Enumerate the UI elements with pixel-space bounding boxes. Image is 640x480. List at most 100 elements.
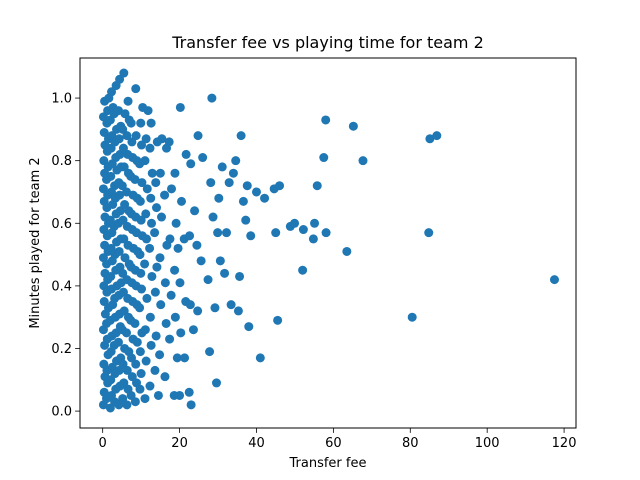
data-point-179 — [135, 384, 145, 394]
data-point-286 — [231, 156, 241, 166]
data-point-199 — [140, 259, 150, 269]
x-tick-label: 100 — [475, 436, 500, 451]
data-point-245 — [171, 218, 181, 228]
data-point-318 — [432, 131, 442, 141]
data-point-237 — [165, 334, 175, 344]
data-point-280 — [217, 162, 227, 172]
data-point-284 — [226, 300, 236, 310]
data-point-276 — [212, 378, 221, 388]
data-point-316 — [424, 228, 434, 238]
data-point-205 — [143, 106, 153, 116]
data-point-197 — [140, 325, 150, 335]
data-point-210 — [145, 243, 155, 253]
data-point-209 — [147, 271, 157, 281]
x-tick-label: 120 — [552, 436, 577, 451]
data-point-227 — [155, 253, 165, 263]
data-point-283 — [224, 178, 234, 188]
data-point-99 — [114, 246, 124, 256]
data-point-253 — [175, 102, 185, 112]
data-point-297 — [260, 193, 270, 203]
data-point-277 — [213, 228, 223, 238]
data-point-314 — [358, 156, 368, 166]
data-point-228 — [157, 212, 167, 222]
data-point-198 — [142, 293, 152, 303]
data-point-177 — [131, 131, 141, 141]
y-axis-ticks: 0.0 0.2 0.4 0.6 0.8 1.0 — [51, 92, 80, 420]
data-point-103 — [115, 190, 125, 200]
data-point-248 — [173, 243, 183, 253]
data-point-221 — [152, 203, 162, 213]
data-point-231 — [160, 372, 170, 382]
data-point-202 — [142, 184, 152, 194]
data-point-247 — [172, 353, 182, 363]
data-point-265 — [193, 306, 203, 316]
x-axis-title: Transfer fee — [289, 456, 367, 471]
data-point-131 — [122, 365, 132, 375]
data-point-301 — [275, 181, 285, 191]
data-point-300 — [273, 315, 283, 325]
data-point-251 — [175, 278, 185, 288]
data-point-219 — [152, 262, 162, 272]
data-point-175 — [130, 174, 140, 184]
data-point-241 — [164, 137, 174, 147]
data-point-315 — [407, 312, 417, 322]
data-point-181 — [135, 347, 145, 357]
data-point-287 — [233, 306, 243, 316]
x-tick-label: 60 — [325, 436, 342, 451]
data-point-246 — [170, 168, 180, 178]
data-point-266 — [192, 240, 202, 250]
x-tick-label: 20 — [171, 436, 188, 451]
data-point-278 — [214, 193, 224, 203]
data-point-252 — [177, 196, 187, 206]
data-point-66 — [107, 87, 117, 97]
data-point-201 — [141, 209, 151, 219]
data-point-206 — [145, 381, 155, 391]
data-point-184 — [137, 284, 147, 294]
data-point-271 — [205, 347, 215, 357]
data-point-232 — [161, 318, 171, 328]
data-point-207 — [146, 340, 156, 350]
data-point-308 — [312, 181, 322, 191]
data-point-291 — [241, 215, 251, 225]
data-point-310 — [321, 115, 331, 125]
data-point-230 — [157, 134, 167, 144]
data-point-107 — [114, 134, 124, 144]
data-point-203 — [140, 156, 150, 166]
x-tick-label: 0 — [99, 436, 107, 451]
data-point-144 — [122, 131, 132, 141]
data-point-215 — [146, 118, 156, 128]
data-point-133 — [122, 328, 132, 338]
data-point-60 — [106, 171, 116, 181]
data-point-261 — [186, 159, 196, 169]
data-point-162 — [126, 118, 136, 128]
plot-frame — [79, 57, 577, 429]
data-point-220 — [150, 228, 160, 238]
data-point-226 — [156, 300, 166, 310]
data-point-299 — [271, 228, 281, 238]
data-point-190 — [137, 178, 147, 188]
data-point-249 — [175, 390, 185, 400]
data-point-222 — [151, 178, 161, 188]
data-point-200 — [142, 234, 152, 244]
y-tick-label: 0.4 — [51, 279, 72, 294]
data-point-258 — [184, 387, 194, 397]
data-point-274 — [208, 212, 218, 222]
data-point-128 — [119, 68, 129, 78]
data-point-93 — [113, 337, 123, 347]
data-point-254 — [180, 353, 190, 363]
data-point-186 — [135, 250, 145, 260]
data-point-224 — [153, 390, 163, 400]
data-point-319 — [549, 275, 559, 285]
data-point-306 — [308, 234, 318, 244]
y-tick-label: 0.2 — [51, 342, 72, 357]
data-point-218 — [150, 287, 160, 297]
data-point-240 — [167, 184, 177, 194]
data-point-268 — [196, 256, 206, 266]
data-point-260 — [185, 231, 195, 241]
data-point-167 — [130, 318, 140, 328]
data-point-312 — [342, 246, 352, 256]
data-point-273 — [207, 93, 217, 103]
data-point-267 — [193, 131, 203, 141]
